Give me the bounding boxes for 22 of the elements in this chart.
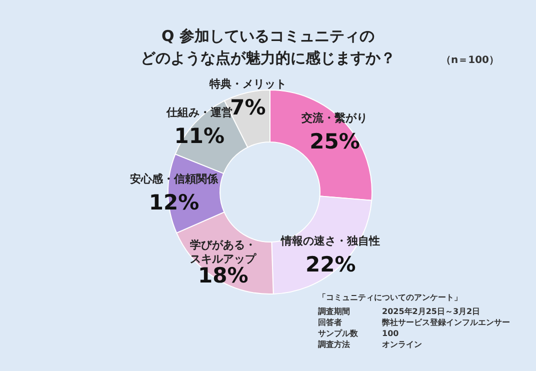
- slice-label: 特典・メリット: [208, 78, 286, 91]
- data-label: 18%: [198, 263, 248, 288]
- text: オンライン: [382, 340, 422, 349]
- text: （n＝100）: [441, 55, 499, 66]
- slice-label: 交流・繫がり: [300, 111, 368, 124]
- text: 調査期間: [318, 307, 350, 316]
- text: 調査方法: [318, 339, 350, 349]
- data-label: 7%: [230, 96, 266, 120]
- text: 100: [382, 329, 400, 338]
- slice-label: 学びがある・スキルアップ: [190, 238, 258, 266]
- text: 弊社サービス登録インフルエンサー: [382, 318, 510, 327]
- data-label: 25%: [310, 129, 360, 154]
- data-label: 11%: [174, 124, 225, 148]
- chart-title: Q 参加しているコミュニティの: [162, 27, 374, 45]
- data-label: 22%: [306, 252, 356, 277]
- slice-label: 情報の速さ・独自性: [280, 234, 380, 248]
- text: 「コミュニティについてのアンケート」: [318, 293, 462, 302]
- slice-label: 仕組み・運営: [165, 106, 232, 119]
- text: サンプル数: [318, 329, 359, 338]
- text: 2025年2月25日～3月2日: [382, 307, 480, 316]
- text: 回答者: [318, 318, 342, 327]
- chart-subtitle: どのような点が魅力的に感じますか？: [140, 49, 396, 67]
